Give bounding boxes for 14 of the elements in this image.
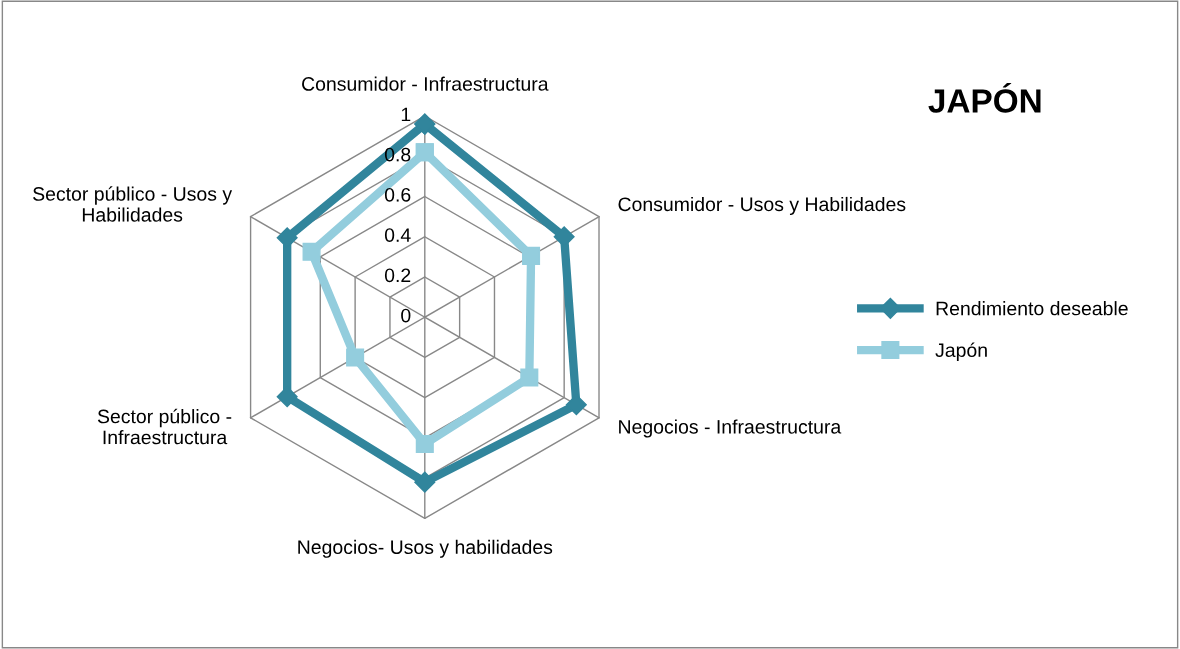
y-tick-label: 0 xyxy=(401,308,411,323)
spoke-label: Consumidor - Infraestructura xyxy=(302,76,549,91)
spoke-label: Consumidor - Usos y Habilidades xyxy=(618,196,906,216)
spoke-label: Negocios - Infraestructura xyxy=(619,419,842,438)
y-tick-label: 0.4 xyxy=(384,228,411,242)
legend-label: Rendimiento deseable xyxy=(936,301,1128,316)
y-tick-label: 1 xyxy=(401,107,411,122)
y-tick-label: 0.6 xyxy=(384,187,411,202)
spoke-label: Negocios- Usos y habilidades xyxy=(298,539,553,558)
legend-label: Japón xyxy=(935,342,987,361)
spoke-label: Sector público - Infraestructura xyxy=(97,408,232,445)
spoke-label: Sector público - Usos y Habilidades xyxy=(33,186,233,222)
y-tick-label: 0.2 xyxy=(384,268,411,283)
chart-title: JAPÓN xyxy=(928,82,1041,113)
